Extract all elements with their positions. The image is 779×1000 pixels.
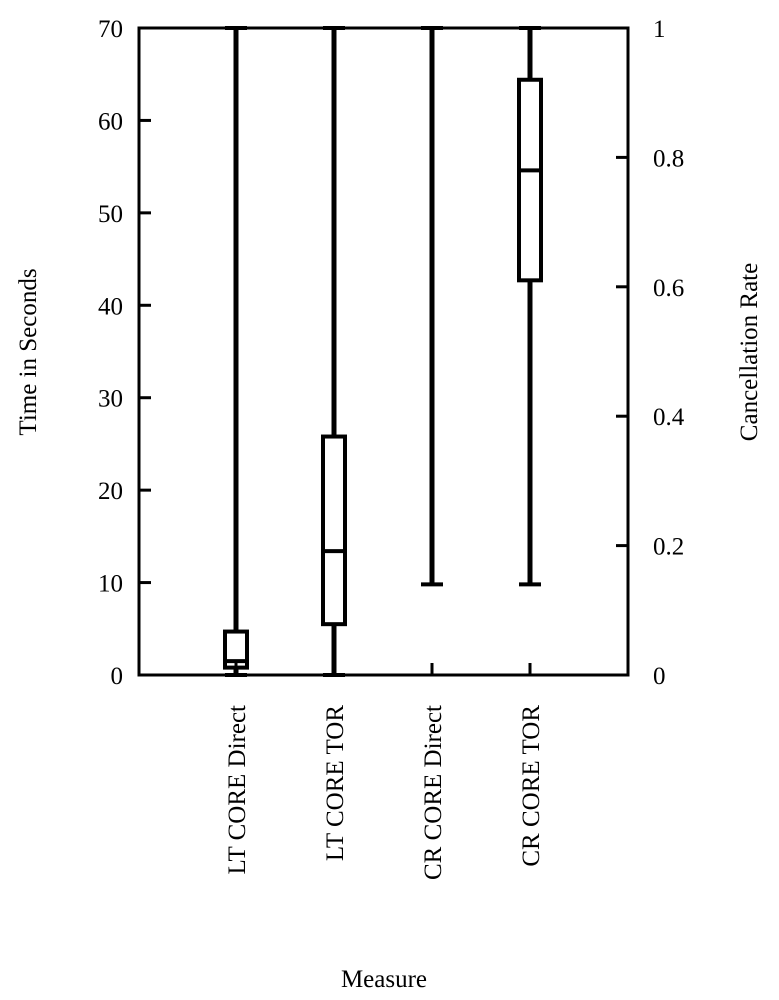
x-tick-label: CR CORE Direct	[420, 705, 447, 880]
left-y-tick-label: 0	[111, 663, 124, 690]
right-y-tick-label: 0.2	[653, 534, 684, 561]
left-y-tick-label: 50	[98, 201, 123, 228]
x-tick-label: CR CORE TOR	[518, 705, 545, 867]
box-3	[421, 26, 443, 587]
y2-axis-label: Cancellation Rate	[736, 263, 763, 441]
left-y-tick-label: 10	[98, 571, 123, 598]
box-iqr	[321, 434, 347, 627]
box-2	[321, 26, 347, 677]
right-y-tick-label: 0.6	[653, 275, 684, 302]
left-y-axis: 0 10 20 30 40 50 60 70	[98, 16, 151, 690]
box-iqr	[517, 77, 543, 283]
x-axis-label: Measure	[341, 966, 427, 993]
left-y-tick-label: 70	[98, 16, 123, 43]
left-y-tick-label: 60	[98, 108, 123, 135]
right-y-axis: 0 0.2 0.4 0.6 0.8 1	[616, 16, 685, 690]
x-tick-label: LT CORE TOR	[322, 705, 349, 861]
left-y-tick-label: 20	[98, 478, 123, 505]
right-y-tick-label: 0	[653, 663, 666, 690]
right-y-tick-label: 0.4	[653, 404, 685, 431]
box-1	[223, 26, 249, 677]
right-y-tick-label: 0.8	[653, 145, 684, 172]
x-axis-categories: LT CORE Direct LT CORE TOR CR CORE Direct C…	[224, 663, 545, 880]
left-y-tick-label: 30	[98, 386, 123, 413]
boxes-group	[223, 26, 543, 677]
box-4	[517, 26, 543, 587]
left-y-tick-label: 40	[98, 293, 123, 320]
plot-frame	[137, 26, 630, 677]
x-tick-label: LT CORE Direct	[224, 705, 251, 874]
right-y-tick-label: 1	[653, 16, 666, 43]
y-axis-label: Time in Seconds	[15, 268, 42, 435]
